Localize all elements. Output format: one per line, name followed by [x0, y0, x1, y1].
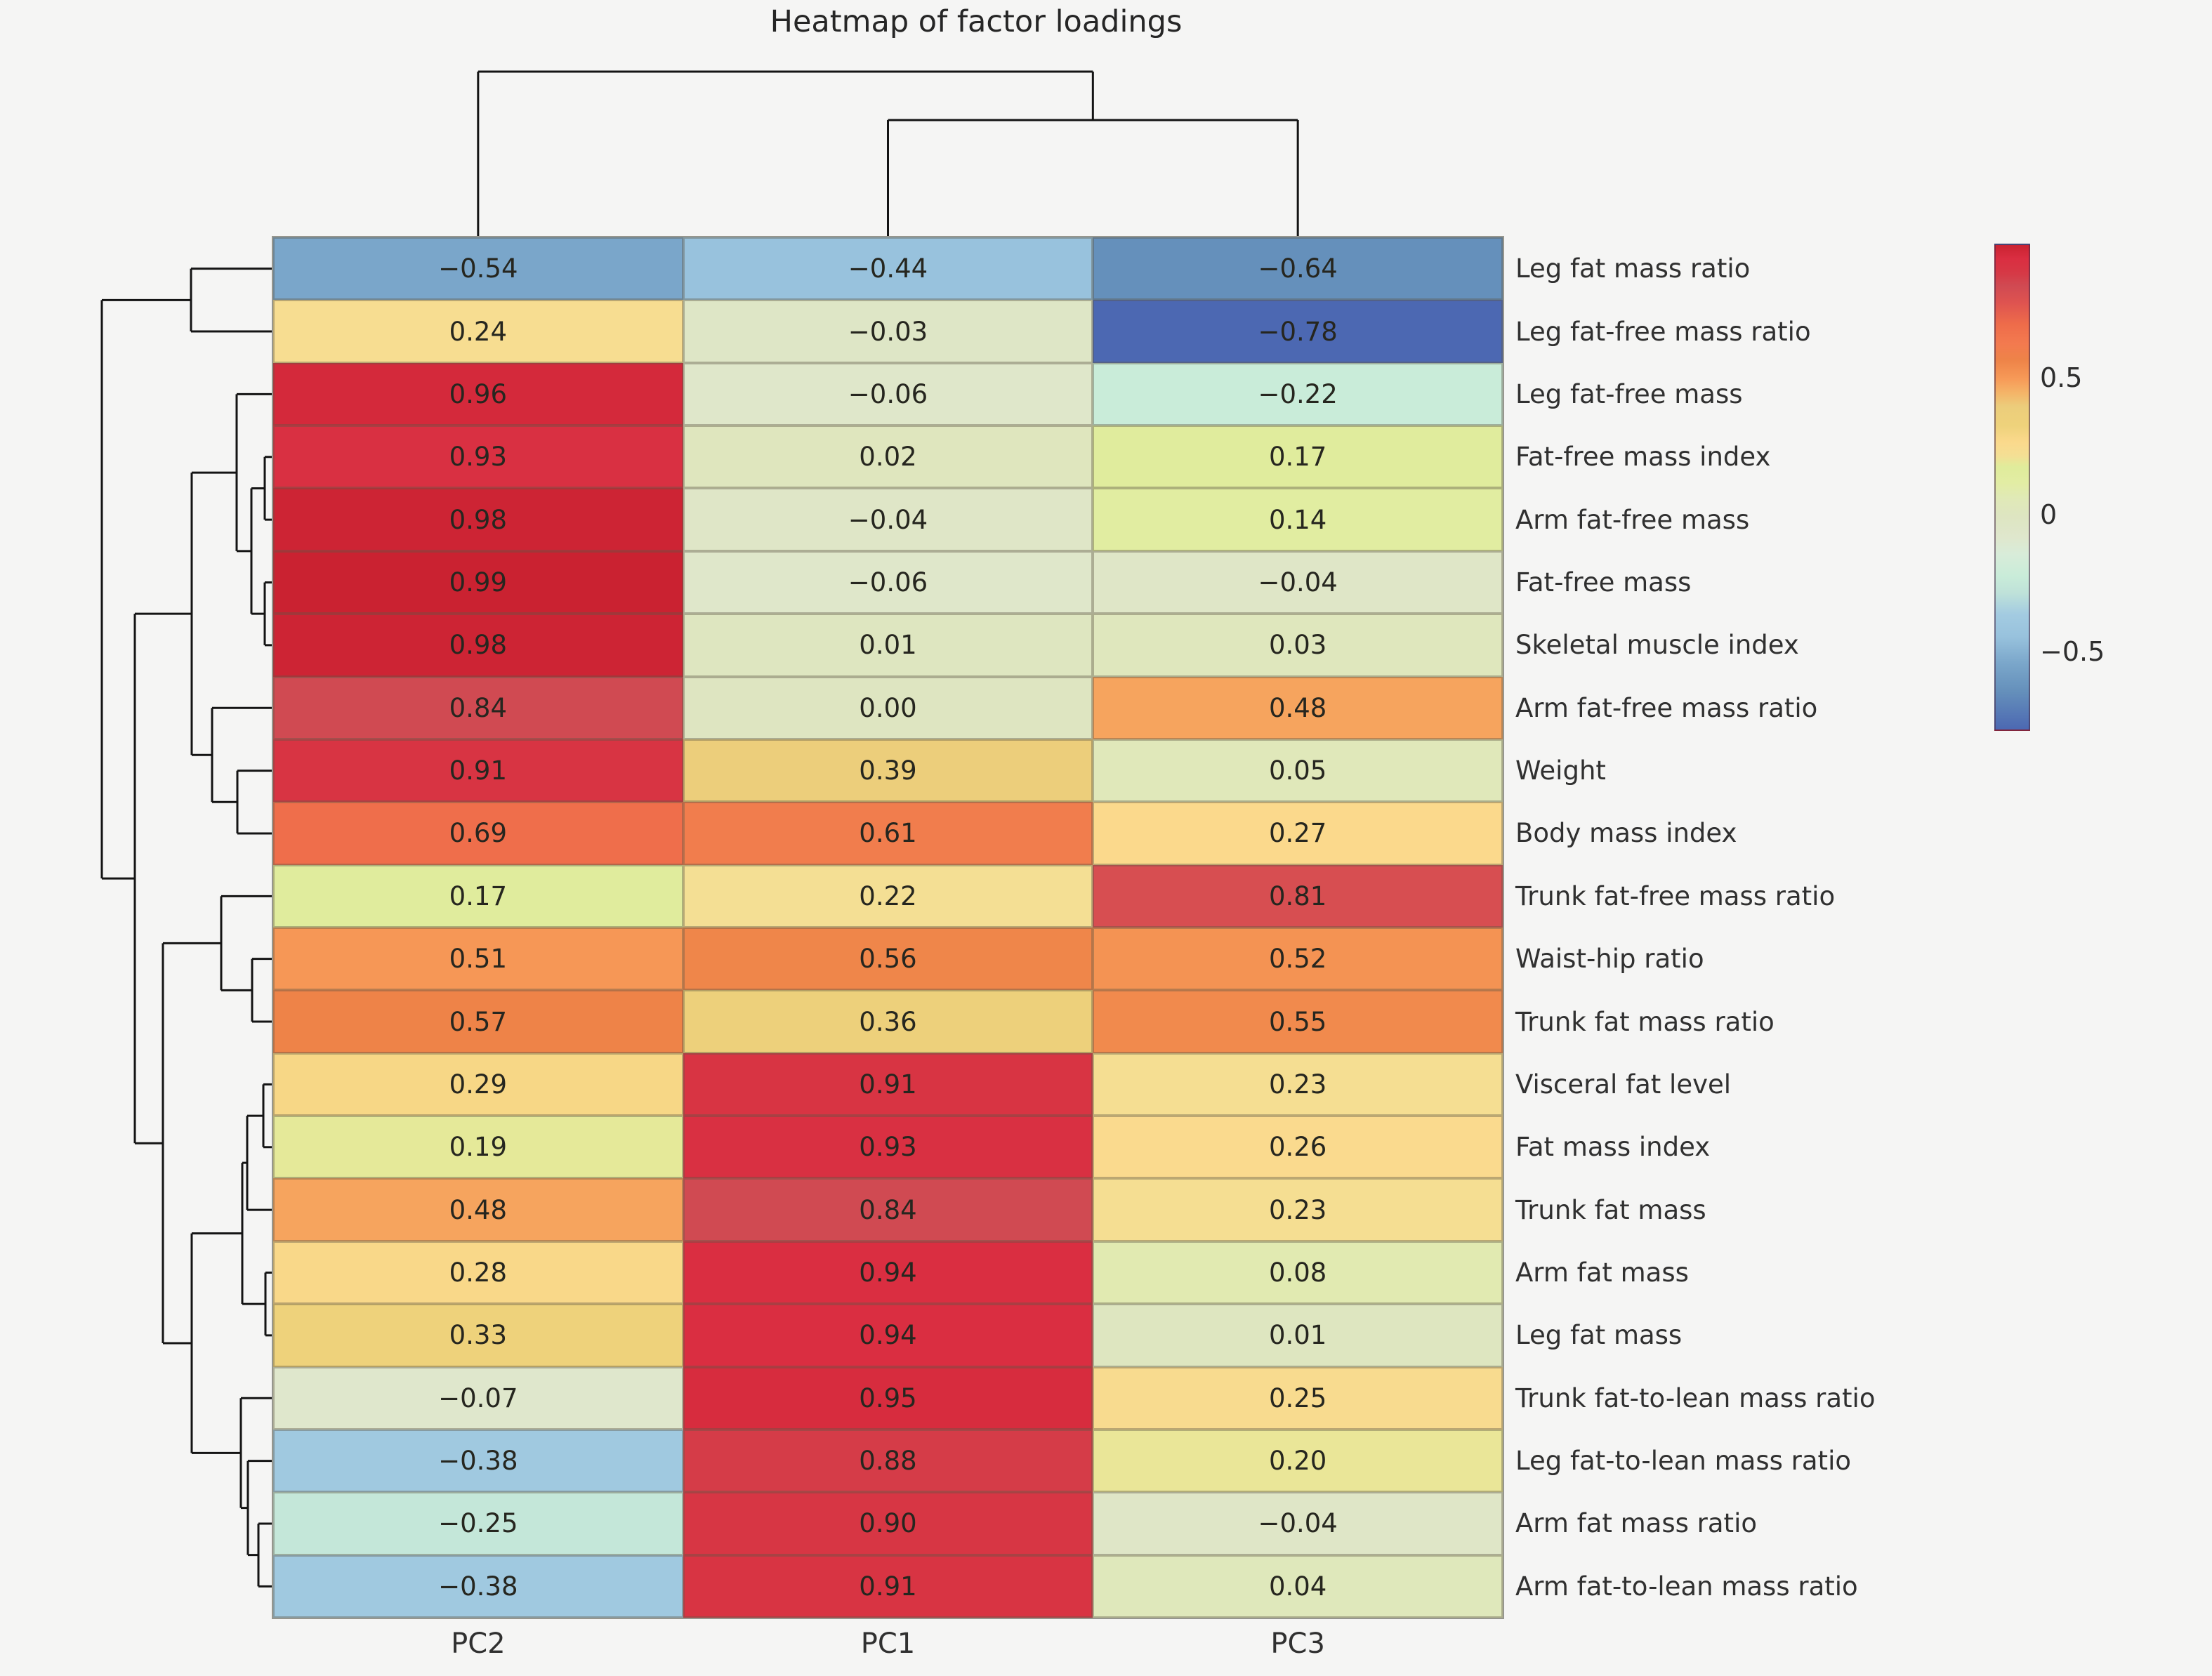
row-label: Trunk fat mass	[1515, 1194, 1706, 1225]
heatmap-cell: 0.52	[1093, 928, 1503, 991]
heatmap-cell: −0.54	[273, 237, 683, 301]
row-label: Leg fat-free mass	[1515, 378, 1743, 409]
heatmap-cell: 0.56	[683, 928, 1093, 991]
row-label: Trunk fat-free mass ratio	[1515, 880, 1836, 911]
heatmap-cell: 0.91	[273, 739, 683, 803]
heatmap-cell: 0.02	[683, 425, 1093, 489]
heatmap-grid: −0.54 −0.44 −0.64 0.24 −0.03 −0.78 0.96 −0.06 −0…	[272, 236, 1504, 1619]
heatmap-cell: 0.04	[1093, 1555, 1503, 1618]
row-label: Trunk fat-to-lean mass ratio	[1515, 1383, 1876, 1413]
heatmap-cell: 0.61	[683, 802, 1093, 865]
heatmap-cell: 0.84	[273, 676, 683, 739]
heatmap-cell: 0.23	[1093, 1178, 1503, 1241]
heatmap-cell: 0.90	[683, 1492, 1093, 1555]
heatmap-cell: −0.06	[683, 362, 1093, 426]
row-label: Body mass index	[1515, 818, 1737, 849]
heatmap-cell: 0.24	[273, 300, 683, 363]
heatmap-cell: −0.04	[683, 488, 1093, 551]
heatmap-cell: −0.78	[1093, 300, 1503, 363]
heatmap-cell: 0.88	[683, 1429, 1093, 1493]
column-label: PC2	[451, 1628, 506, 1660]
heatmap-cell: −0.07	[273, 1366, 683, 1430]
heatmap-cell: 0.27	[1093, 802, 1503, 865]
heatmap-cell: 0.91	[683, 1053, 1093, 1116]
row-label: Arm fat-free mass	[1515, 504, 1750, 535]
row-label: Arm fat-to-lean mass ratio	[1515, 1571, 1858, 1602]
row-label: Arm fat-free mass ratio	[1515, 692, 1818, 723]
heatmap-cell: 0.69	[273, 802, 683, 865]
heatmap-cell: 0.51	[273, 928, 683, 991]
heatmap-cell: 0.33	[273, 1304, 683, 1367]
colorbar	[1994, 244, 2030, 731]
heatmap-cell: 0.20	[1093, 1429, 1503, 1493]
heatmap-cell: 0.08	[1093, 1241, 1503, 1305]
heatmap-cell: 0.55	[1093, 990, 1503, 1053]
heatmap-cell: 0.94	[683, 1241, 1093, 1305]
heatmap-cell: 0.84	[683, 1178, 1093, 1241]
row-label: Leg fat mass ratio	[1515, 253, 1751, 284]
row-label: Leg fat-to-lean mass ratio	[1515, 1446, 1851, 1477]
row-label: Fat mass index	[1515, 1132, 1711, 1163]
heatmap-cell: 0.22	[683, 864, 1093, 928]
heatmap-cell: 0.98	[273, 488, 683, 551]
heatmap-cell: 0.03	[1093, 614, 1503, 677]
column-label: PC3	[1270, 1628, 1325, 1660]
heatmap-cell: −0.22	[1093, 362, 1503, 426]
heatmap-cell: 0.48	[273, 1178, 683, 1241]
row-label: Fat-free mass	[1515, 567, 1692, 598]
heatmap-cell: 0.29	[273, 1053, 683, 1116]
heatmap-cell: 0.25	[1093, 1366, 1503, 1430]
heatmap-cell: 0.19	[273, 1116, 683, 1179]
heatmap-cell: −0.04	[1093, 550, 1503, 614]
row-label: Leg fat-free mass ratio	[1515, 316, 1811, 347]
heatmap-cell: −0.38	[273, 1429, 683, 1493]
heatmap-cell: 0.39	[683, 739, 1093, 803]
heatmap-cell: 0.23	[1093, 1053, 1503, 1116]
heatmap-cell: 0.57	[273, 990, 683, 1053]
heatmap-cell: −0.03	[683, 300, 1093, 363]
column-label: PC1	[860, 1628, 916, 1660]
heatmap-cell: 0.93	[683, 1116, 1093, 1179]
heatmap-cell: −0.64	[1093, 237, 1503, 301]
heatmap-cell: 0.91	[683, 1555, 1093, 1618]
heatmap-cell: −0.44	[683, 237, 1093, 301]
row-label: Skeletal muscle index	[1515, 630, 1799, 661]
heatmap-cell: 0.28	[273, 1241, 683, 1305]
heatmap-cell: 0.81	[1093, 864, 1503, 928]
heatmap-cell: −0.04	[1093, 1492, 1503, 1555]
heatmap-cell: 0.94	[683, 1304, 1093, 1367]
row-label: Arm fat mass	[1515, 1257, 1689, 1288]
heatmap-cell: 0.17	[1093, 425, 1503, 489]
heatmap-cell: −0.06	[683, 550, 1093, 614]
heatmap-cell: 0.01	[1093, 1304, 1503, 1367]
heatmap-cell: 0.14	[1093, 488, 1503, 551]
heatmap-cell: −0.25	[273, 1492, 683, 1555]
row-label: Visceral fat level	[1515, 1069, 1732, 1100]
row-label: Weight	[1515, 755, 1606, 786]
heatmap-cell: 0.36	[683, 990, 1093, 1053]
heatmap-cell: 0.93	[273, 425, 683, 489]
row-label: Trunk fat mass ratio	[1515, 1006, 1775, 1037]
colorbar-tick-label: 0.5	[2040, 362, 2083, 394]
row-label: Waist-hip ratio	[1515, 944, 1704, 975]
row-label: Arm fat mass ratio	[1515, 1508, 1757, 1539]
colorbar-tick-label: 0	[2040, 499, 2058, 530]
heatmap-cell: 0.99	[273, 550, 683, 614]
row-label: Leg fat mass	[1515, 1320, 1683, 1351]
heatmap-cell: 0.00	[683, 676, 1093, 739]
row-label: Fat-free mass index	[1515, 442, 1771, 473]
chart-title: Heatmap of factor loadings	[770, 4, 1183, 39]
heatmap-cell: 0.48	[1093, 676, 1503, 739]
colorbar-tick-label: −0.5	[2040, 635, 2105, 667]
heatmap-cell: 0.17	[273, 864, 683, 928]
heatmap-cell: 0.96	[273, 362, 683, 426]
heatmap-cell: 0.95	[683, 1366, 1093, 1430]
heatmap-cell: 0.01	[683, 614, 1093, 677]
heatmap-cell: 0.05	[1093, 739, 1503, 803]
heatmap-cell: 0.26	[1093, 1116, 1503, 1179]
heatmap-cell: 0.98	[273, 614, 683, 677]
heatmap-cell: −0.38	[273, 1555, 683, 1618]
